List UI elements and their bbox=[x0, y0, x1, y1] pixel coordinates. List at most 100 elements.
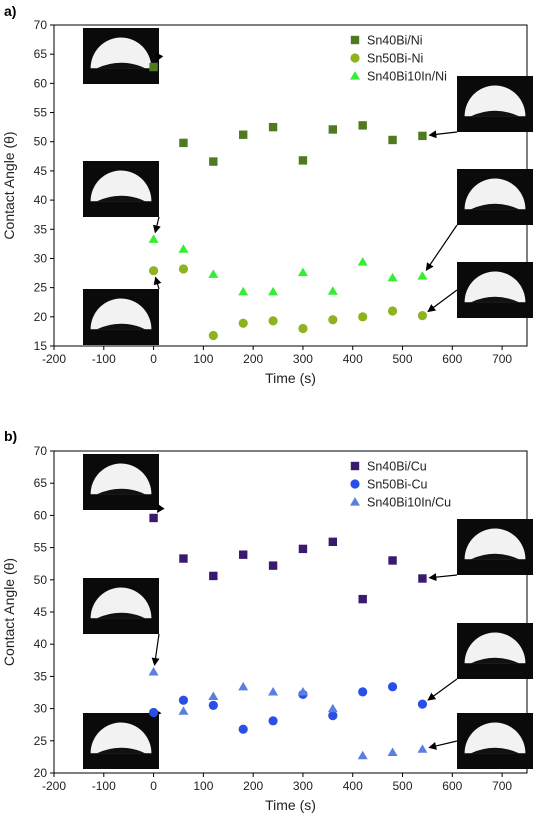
data-point bbox=[387, 306, 398, 316]
y-tick-label: 45 bbox=[34, 164, 48, 178]
data-point bbox=[298, 156, 308, 165]
inset-arrow bbox=[427, 678, 458, 701]
data-point bbox=[268, 286, 279, 296]
data-point bbox=[148, 266, 159, 276]
legend-entry-label: Sn40Bi10In/Ni bbox=[367, 70, 447, 84]
series-1 bbox=[148, 264, 428, 341]
legend-entry-label: Sn40Bi/Cu bbox=[367, 460, 427, 474]
inset-arrow bbox=[151, 633, 160, 666]
substrate bbox=[83, 618, 159, 634]
substrate-bump bbox=[470, 553, 520, 560]
x-tick-label: 500 bbox=[393, 779, 413, 793]
substrate-bump bbox=[96, 195, 146, 202]
x-tick-label: -200 bbox=[42, 352, 66, 366]
droplet-shape bbox=[464, 722, 526, 754]
data-point bbox=[178, 264, 189, 274]
inset-arrow bbox=[153, 276, 162, 290]
data-point bbox=[418, 574, 427, 583]
x-tick-label: 700 bbox=[492, 779, 512, 793]
legend-entry-label: Sn50Bi-Ni bbox=[367, 52, 423, 66]
y-tick-label: 35 bbox=[34, 222, 48, 236]
legend-marker bbox=[350, 53, 360, 63]
substrate-bump bbox=[96, 62, 146, 69]
data-point bbox=[238, 681, 249, 691]
y-tick-label: 70 bbox=[34, 444, 48, 458]
series-0 bbox=[149, 62, 427, 166]
droplet-inset-sn40bi-cu-end bbox=[428, 519, 533, 582]
y-axis-label: Contact Angle (θ) bbox=[1, 131, 17, 239]
substrate-bump bbox=[96, 323, 146, 330]
y-tick-label: 40 bbox=[34, 637, 48, 651]
droplet-inset-sn50bi-cu-start bbox=[83, 708, 162, 769]
x-tick-label: -100 bbox=[92, 352, 116, 366]
series-2 bbox=[148, 667, 428, 760]
droplet-inset-sn40bi10in-end bbox=[425, 169, 533, 271]
substrate bbox=[457, 559, 533, 575]
y-tick-label: 30 bbox=[34, 251, 48, 265]
data-point bbox=[388, 135, 397, 145]
droplet-inset-sn50bi-start bbox=[83, 276, 162, 345]
substrate-bump bbox=[96, 747, 146, 754]
x-tick-label: -200 bbox=[42, 779, 66, 793]
data-point bbox=[179, 554, 188, 563]
x-tick-label: 600 bbox=[442, 352, 462, 366]
y-tick-label: 20 bbox=[34, 310, 48, 324]
droplet-inset-sn40bi-start bbox=[83, 28, 164, 84]
inset-arrow bbox=[425, 224, 458, 271]
substrate-bump bbox=[470, 747, 520, 754]
data-point bbox=[268, 561, 278, 570]
x-tick-label: 200 bbox=[243, 352, 263, 366]
substrate-bump bbox=[470, 296, 520, 303]
y-axis-label: Contact Angle (θ) bbox=[1, 558, 17, 666]
chart-panel-a: a) -200 -100 0 100 200 300 400 500 600 700 15 20 25 30… bbox=[1, 3, 533, 386]
legend-marker bbox=[350, 35, 360, 45]
y-tick-label: 60 bbox=[34, 508, 48, 522]
data-point bbox=[387, 682, 398, 692]
data-point bbox=[238, 286, 249, 296]
droplet-inset-sn40bi10in-start bbox=[83, 161, 161, 234]
inset-arrow bbox=[427, 289, 458, 313]
data-point bbox=[387, 747, 398, 757]
y-tick-label: 55 bbox=[34, 541, 48, 555]
legend-marker bbox=[350, 461, 360, 471]
data-point bbox=[148, 234, 159, 243]
x-tick-label: 300 bbox=[293, 352, 313, 366]
data-point bbox=[179, 138, 188, 148]
x-tick-label: 600 bbox=[442, 779, 462, 793]
data-point bbox=[298, 323, 308, 334]
data-point bbox=[238, 724, 248, 734]
y-tick-label: 60 bbox=[34, 76, 48, 90]
data-point bbox=[358, 594, 367, 604]
droplet-shape bbox=[90, 37, 152, 69]
series-2 bbox=[148, 234, 428, 296]
legend-entry-label: Sn40Bi/Ni bbox=[367, 34, 423, 48]
y-tick-label: 70 bbox=[34, 18, 48, 32]
data-point bbox=[148, 707, 159, 718]
y-tick-label: 45 bbox=[34, 605, 48, 619]
data-point bbox=[327, 703, 338, 713]
data-point bbox=[328, 315, 338, 325]
inset-arrow bbox=[153, 216, 161, 234]
droplet-shape bbox=[464, 632, 526, 664]
y-tick-label: 25 bbox=[34, 281, 48, 295]
droplet-shape bbox=[464, 178, 526, 210]
inset-arrow bbox=[428, 740, 458, 750]
x-axis-label: Time (s) bbox=[265, 797, 316, 813]
x-tick-label: 300 bbox=[293, 779, 313, 793]
substrate bbox=[457, 663, 533, 679]
droplet-inset-sn40bi-cu-start bbox=[83, 454, 165, 514]
data-point bbox=[268, 687, 279, 696]
x-tick-label: 400 bbox=[343, 352, 363, 366]
data-point bbox=[239, 130, 248, 139]
inset-arrow bbox=[428, 573, 458, 582]
droplet-inset-sn50bi-cu-end bbox=[427, 623, 533, 701]
y-tick-label: 40 bbox=[34, 193, 48, 207]
inset-arrow bbox=[428, 130, 458, 139]
x-tick-label: 0 bbox=[150, 779, 157, 793]
data-point bbox=[328, 537, 338, 547]
data-point bbox=[148, 667, 159, 676]
data-point bbox=[208, 691, 219, 700]
droplet-inset-sn40bi10in-cu-end bbox=[428, 713, 533, 769]
data-point bbox=[328, 125, 338, 134]
